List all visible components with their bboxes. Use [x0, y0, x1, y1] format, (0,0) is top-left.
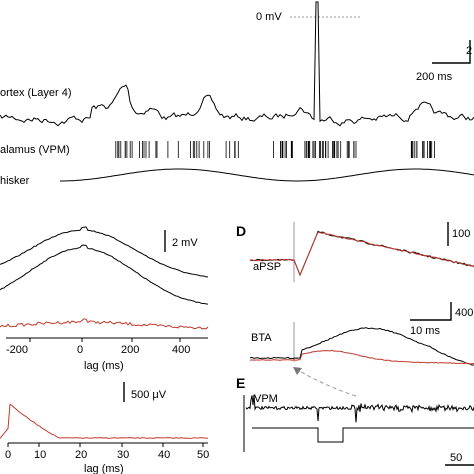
panel-d-bta-label: BTA — [251, 332, 272, 344]
panel-d-apsp-red-trace — [249, 231, 474, 277]
top-scale-voltage: 2 — [466, 45, 472, 57]
panel-d-apsp-black-trace — [249, 230, 474, 277]
top-scale-time: 200 ms — [416, 71, 453, 83]
panel-d-dashed-arrow — [297, 369, 357, 397]
thalamus-label: alamus (VPM) — [0, 144, 70, 156]
panel-e-letter: E — [236, 375, 245, 391]
whisker-label: hisker — [0, 175, 30, 187]
thalamus-spike-raster — [115, 141, 435, 158]
panel-c-lower-xlabel: lag (ms) — [84, 463, 124, 474]
panel-c-lower-tick-0: 0 — [5, 449, 11, 461]
panel-c-tick-1: 0 — [77, 344, 83, 356]
panel-c-trace-1 — [0, 226, 208, 278]
whisker-trace — [60, 168, 474, 182]
panel-e-stimulus-step — [252, 427, 474, 443]
panel-d-apsp-label: aPSP — [253, 261, 281, 273]
top-scale-bar — [432, 40, 471, 64]
panel-e-scale-label: 50 — [450, 452, 462, 464]
panel-c-lower-trace — [0, 403, 209, 439]
panel-c-trace-2 — [0, 244, 209, 305]
panel-c-tick-2: 200 — [121, 344, 139, 356]
panel-c-lower-x-ticks — [7, 443, 204, 447]
panel-d-mid-scale-bar — [410, 302, 452, 321]
panel-c-lower-tick-1: 10 — [34, 449, 46, 461]
panel-d-bta-black-trace — [249, 327, 474, 366]
panel-d-arrowhead — [293, 367, 302, 375]
panel-d-scale-top: 100 — [452, 228, 470, 240]
panel-c-red-trace — [0, 318, 209, 330]
panel-c-lower-tick-4: 40 — [158, 449, 170, 461]
panel-c-tick-3: 400 — [172, 344, 190, 356]
panel-e-vpm-label: VPM — [254, 393, 278, 405]
panel-d-scale-mid: 400 — [455, 307, 473, 319]
panel-c-lower-tick-5: 50 — [197, 449, 209, 461]
panel-c-scale-label: 2 mV — [172, 237, 198, 249]
panel-d-bta-red-trace — [249, 349, 474, 365]
panel-c-xlabel: lag (ms) — [84, 360, 124, 372]
panel-c-lower-tick-2: 20 — [75, 449, 87, 461]
panel-d-letter: D — [236, 223, 246, 239]
panel-c-tick-0: -200 — [6, 344, 28, 356]
panel-c-x-ticks — [29, 338, 181, 342]
panel-e-vpm-trace — [245, 394, 474, 423]
zero-mv-label: 0 mV — [256, 11, 282, 23]
panel-c-lower-scale-label: 500 μV — [131, 389, 167, 401]
panel-c-lower-tick-3: 30 — [117, 449, 129, 461]
cortex-trace — [0, 1, 474, 127]
panel-d-scale-time: 10 ms — [410, 325, 440, 337]
cortex-label: ortex (Layer 4) — [0, 87, 72, 99]
